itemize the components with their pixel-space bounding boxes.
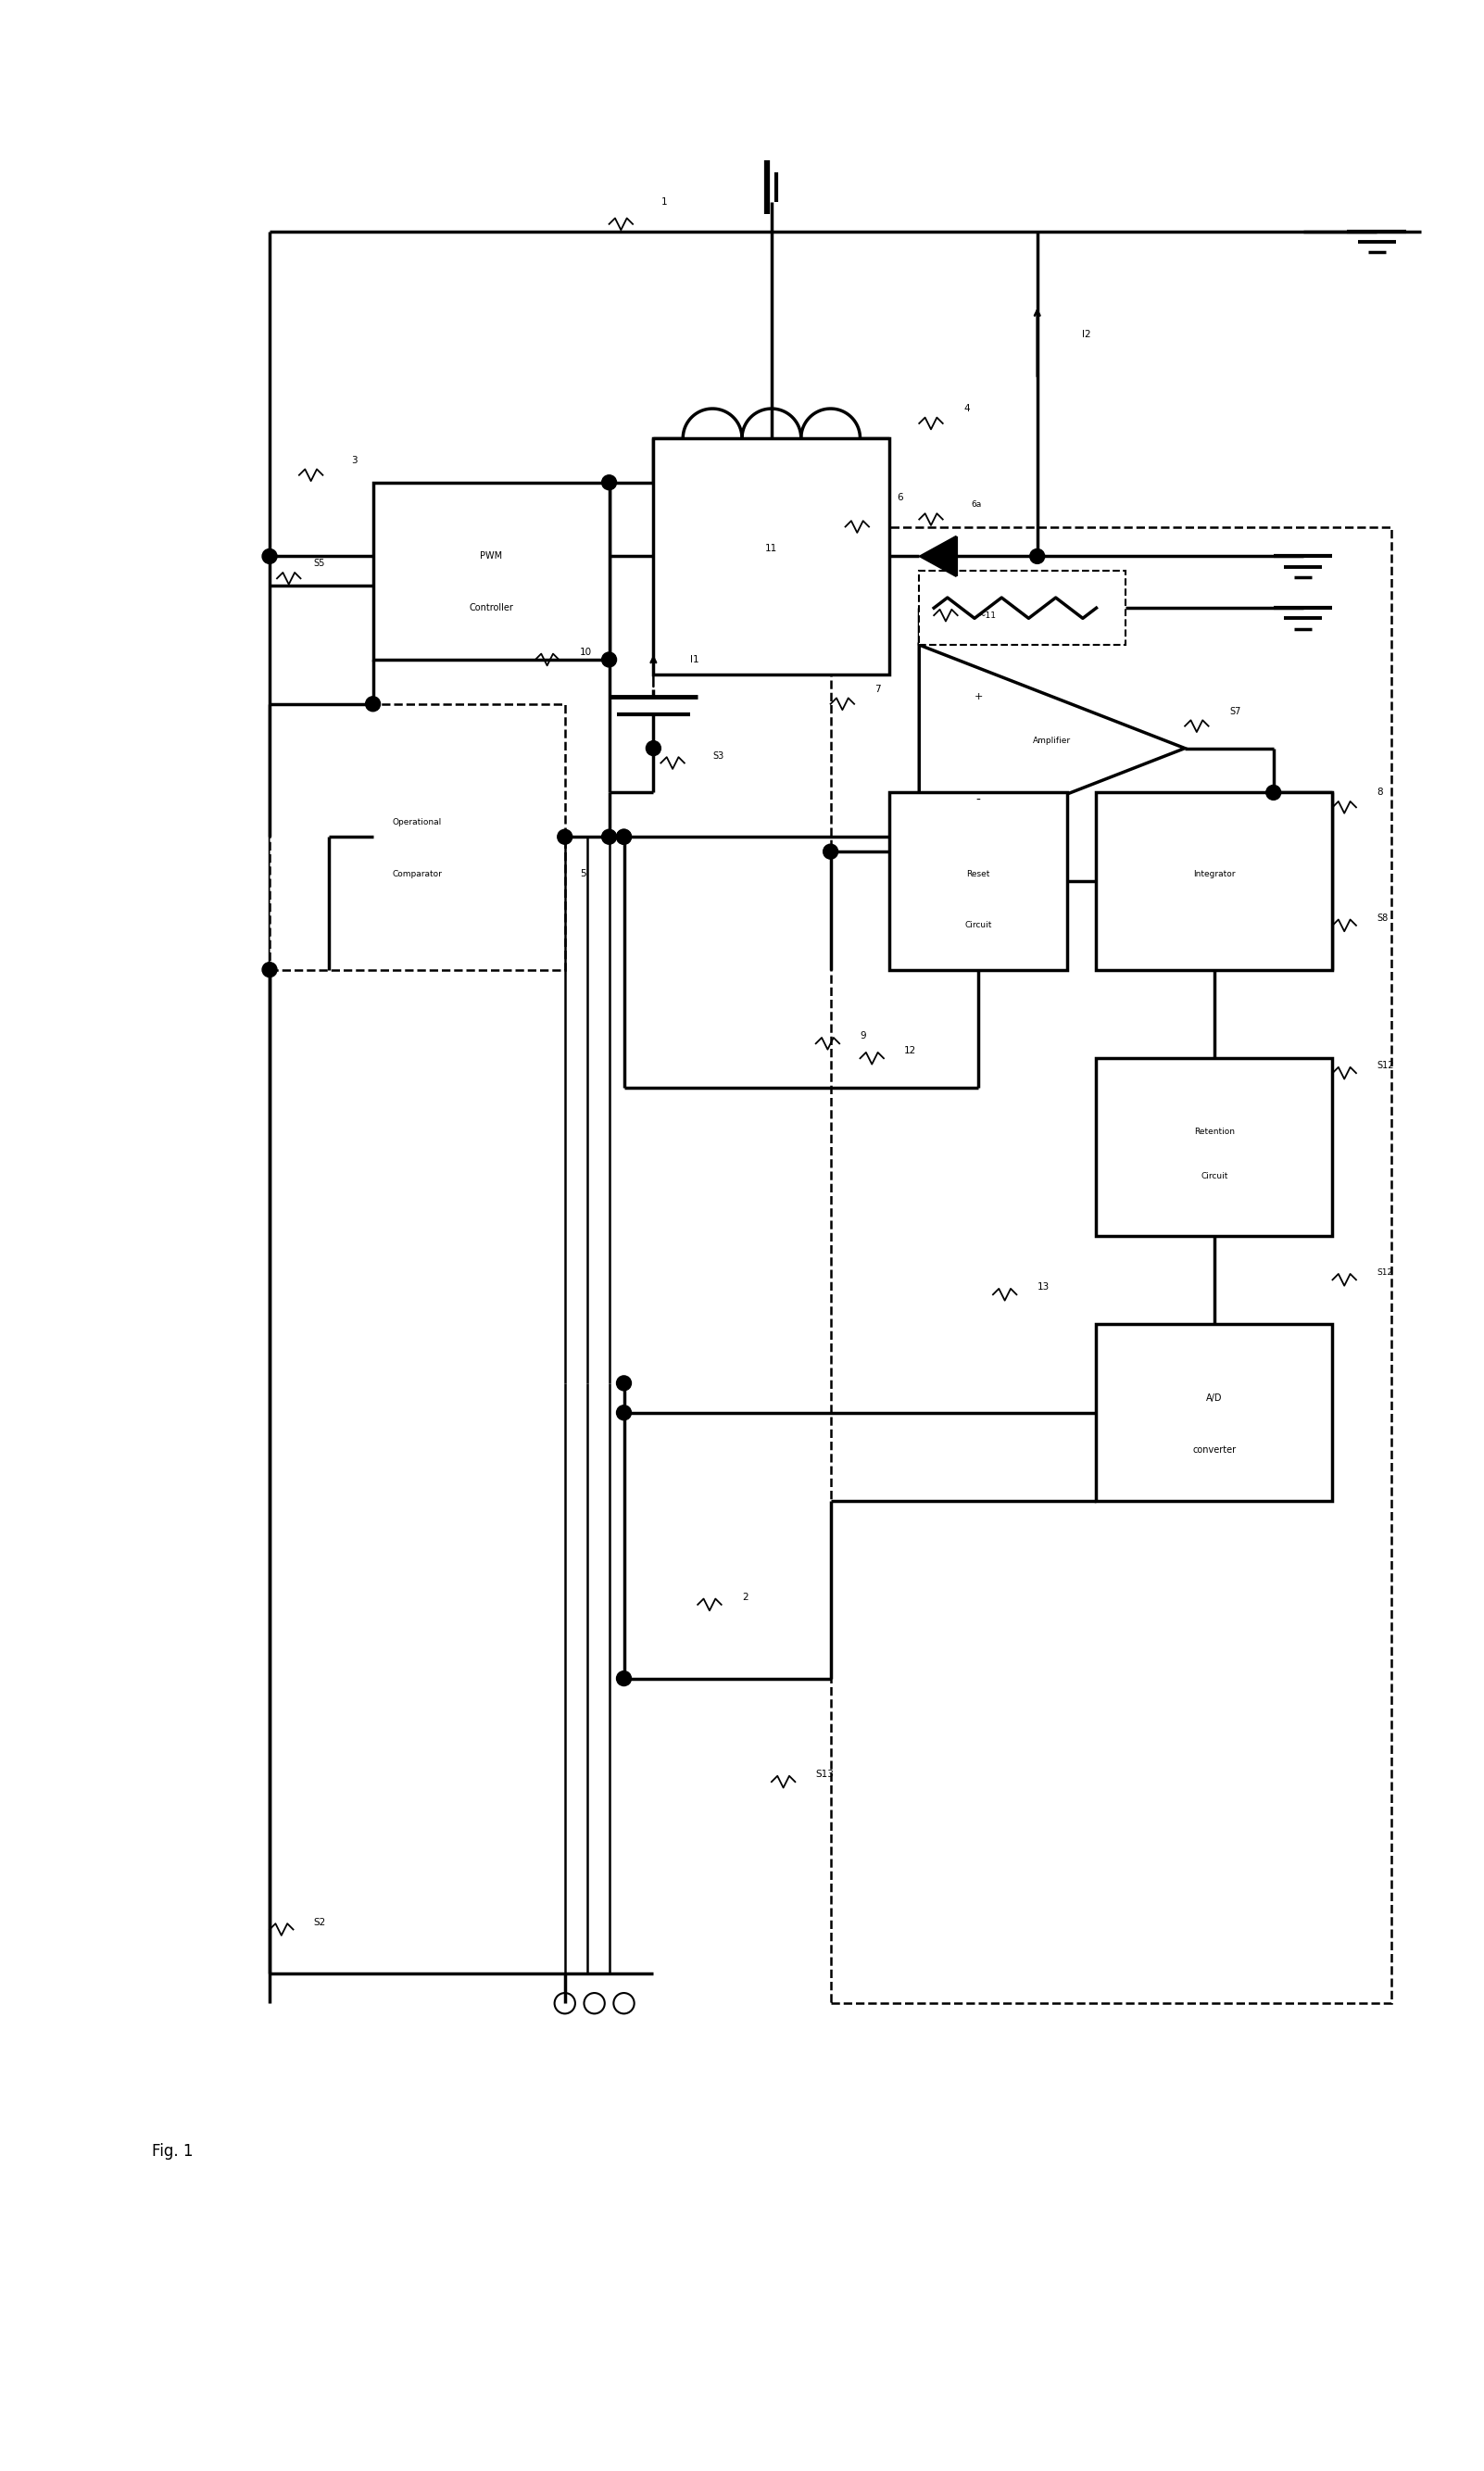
- Text: Operational: Operational: [393, 818, 442, 825]
- Circle shape: [1030, 549, 1045, 563]
- Bar: [1097, 793, 1333, 969]
- Text: 3: 3: [350, 455, 358, 465]
- Polygon shape: [919, 645, 1184, 852]
- Circle shape: [646, 741, 660, 756]
- Text: ~11: ~11: [978, 610, 996, 620]
- Text: converter: converter: [1193, 1446, 1236, 1455]
- Text: S13: S13: [816, 1769, 834, 1779]
- Text: S2: S2: [315, 1917, 326, 1927]
- Text: 8: 8: [1377, 788, 1383, 798]
- Circle shape: [616, 830, 631, 845]
- Text: S5: S5: [315, 558, 325, 568]
- Bar: [372, 482, 608, 660]
- Text: 10: 10: [580, 647, 592, 657]
- Text: S3: S3: [712, 751, 724, 761]
- Text: Reset: Reset: [966, 870, 990, 877]
- Text: A/D: A/D: [1206, 1394, 1223, 1404]
- Text: -: -: [976, 793, 981, 806]
- Bar: [919, 571, 1126, 645]
- Circle shape: [601, 652, 616, 667]
- Text: 7: 7: [876, 684, 881, 694]
- Text: +: +: [974, 692, 982, 702]
- Text: S7: S7: [1229, 707, 1241, 717]
- Circle shape: [616, 1670, 631, 1685]
- Text: S12: S12: [1377, 1060, 1393, 1070]
- Circle shape: [616, 830, 631, 845]
- Text: I1: I1: [690, 655, 699, 665]
- Text: 12: 12: [904, 1045, 917, 1055]
- Text: 5: 5: [580, 870, 586, 877]
- Bar: [270, 704, 565, 969]
- Circle shape: [365, 697, 380, 712]
- Text: S12: S12: [1377, 1268, 1392, 1278]
- Text: 4: 4: [963, 403, 969, 413]
- Bar: [831, 526, 1392, 2004]
- Text: 6: 6: [896, 492, 904, 502]
- Circle shape: [263, 961, 278, 976]
- Text: 9: 9: [861, 1030, 867, 1040]
- Circle shape: [601, 474, 616, 489]
- Text: 2: 2: [742, 1594, 748, 1601]
- Text: Comparator: Comparator: [392, 870, 442, 877]
- Text: Circuit: Circuit: [965, 922, 991, 929]
- Polygon shape: [919, 536, 956, 576]
- Circle shape: [824, 845, 838, 860]
- Circle shape: [616, 1376, 631, 1391]
- Bar: [889, 793, 1067, 969]
- Circle shape: [601, 830, 616, 845]
- Text: Fig. 1: Fig. 1: [151, 2142, 193, 2160]
- Bar: [653, 437, 889, 675]
- Bar: [1097, 1324, 1333, 1502]
- Text: 6a: 6a: [971, 502, 981, 509]
- Text: I2: I2: [1082, 331, 1091, 339]
- Circle shape: [616, 1406, 631, 1421]
- Text: Retention: Retention: [1195, 1127, 1235, 1137]
- Text: 1: 1: [660, 198, 666, 208]
- Circle shape: [1266, 786, 1281, 801]
- Text: Integrator: Integrator: [1193, 870, 1236, 877]
- Text: PWM: PWM: [479, 551, 502, 561]
- Bar: [1097, 1058, 1333, 1236]
- Text: Amplifier: Amplifier: [1033, 736, 1071, 746]
- Text: S8: S8: [1377, 914, 1388, 922]
- Text: 11: 11: [766, 544, 778, 554]
- Circle shape: [558, 830, 573, 845]
- Text: Circuit: Circuit: [1201, 1171, 1229, 1181]
- Text: 13: 13: [1037, 1282, 1049, 1292]
- Text: Controller: Controller: [469, 603, 513, 613]
- Circle shape: [263, 549, 278, 563]
